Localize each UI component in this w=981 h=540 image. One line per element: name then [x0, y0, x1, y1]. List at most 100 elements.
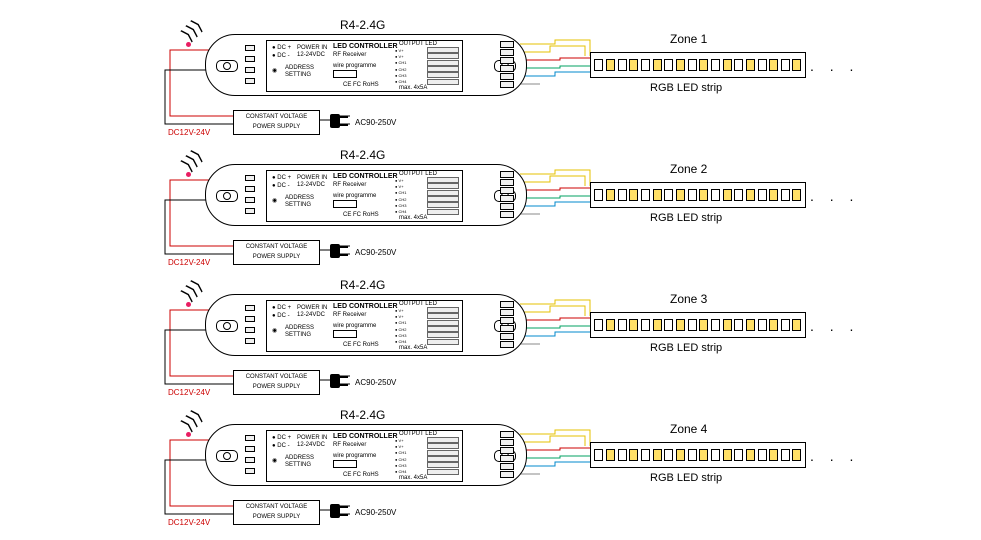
max-label: max. 4x5A	[399, 345, 427, 351]
wifi-icon: ⟩⟩⟩	[178, 146, 208, 176]
led-chip	[606, 449, 615, 461]
led-chip	[641, 59, 650, 71]
wifi-icon: ⟩⟩⟩	[178, 16, 208, 46]
controller-subtitle: RF Receiver	[333, 52, 366, 58]
led-chip	[618, 59, 627, 71]
output-terminals	[500, 170, 520, 218]
wire-prog-label: wire programme	[333, 193, 376, 199]
zone-block-3: ⟩⟩⟩ R4-2.4G ● DC + ● DC - POWER IN 12-24…	[10, 270, 981, 400]
led-chip	[606, 189, 615, 201]
led-chip	[758, 449, 767, 461]
led-chip	[699, 319, 708, 331]
ac-plug-icon	[330, 112, 350, 130]
led-chip	[723, 59, 732, 71]
model-label: R4-2.4G	[340, 278, 385, 292]
mount-hole-icon	[216, 60, 238, 72]
controller-title: LED CONTROLLER	[333, 43, 398, 50]
led-chip	[758, 189, 767, 201]
wifi-icon: ⟩⟩⟩	[178, 276, 208, 306]
led-chip	[769, 189, 778, 201]
address-knob-icon: ◉	[272, 327, 277, 334]
led-chip	[676, 59, 685, 71]
address-knob-icon: ◉	[272, 197, 277, 204]
address-label: ADDRESS	[285, 195, 314, 201]
controller-panel: ● DC + ● DC - POWER IN 12-24VDC ◉ ADDRES…	[266, 40, 463, 92]
address-label: ADDRESS	[285, 325, 314, 331]
power-in-label: POWER IN	[297, 175, 327, 181]
led-chip	[781, 189, 790, 201]
led-chip	[746, 319, 755, 331]
led-chip	[792, 59, 801, 71]
strip-type-label: RGB LED strip	[650, 212, 722, 224]
led-chip	[781, 319, 790, 331]
power-in-label: POWER IN	[297, 305, 327, 311]
led-chip	[653, 189, 662, 201]
setting-label: SETTING	[285, 202, 311, 208]
controller-title: LED CONTROLLER	[333, 303, 398, 310]
led-chip	[618, 449, 627, 461]
zone-block-4: ⟩⟩⟩ R4-2.4G ● DC + ● DC - POWER IN 12-24…	[10, 400, 981, 530]
led-chip	[734, 189, 743, 201]
power-supply: CONSTANT VOLTAGEPOWER SUPPLY	[233, 370, 320, 395]
address-knob-icon: ◉	[272, 67, 277, 74]
dc-minus-label: ● DC -	[272, 183, 290, 189]
led-strip	[590, 52, 806, 78]
input-terminals	[245, 42, 257, 86]
led-chip	[746, 189, 755, 201]
dc-voltage-label: DC12V-24V	[168, 518, 210, 527]
dc-minus-label: ● DC -	[272, 443, 290, 449]
controller-panel: ● DC + ● DC - POWER IN 12-24VDC ◉ ADDRES…	[266, 300, 463, 352]
led-chip	[664, 189, 673, 201]
address-knob-icon: ◉	[272, 457, 277, 464]
led-chip	[629, 449, 638, 461]
ac-voltage-label: AC90-250V	[355, 508, 396, 517]
dip-switch-icon	[333, 70, 357, 78]
strip-type-label: RGB LED strip	[650, 342, 722, 354]
output-indicators: ● V+ ● V+ ● CH1 ● CH2 ● CH3 ● CH4	[395, 47, 407, 85]
led-chip	[653, 59, 662, 71]
ac-voltage-label: AC90-250V	[355, 378, 396, 387]
wire-prog-label: wire programme	[333, 323, 376, 329]
zone-label: Zone 1	[670, 32, 707, 46]
setting-label: SETTING	[285, 332, 311, 338]
led-chip	[676, 189, 685, 201]
led-chip	[711, 449, 720, 461]
max-label: max. 4x5A	[399, 215, 427, 221]
zone-label: Zone 2	[670, 162, 707, 176]
wifi-dot-icon	[186, 432, 191, 437]
led-strip	[590, 312, 806, 338]
led-chip	[676, 449, 685, 461]
terminal-block-icon	[427, 437, 459, 475]
led-chip	[734, 319, 743, 331]
led-chip	[688, 319, 697, 331]
led-strip	[590, 442, 806, 468]
ac-plug-icon	[330, 242, 350, 260]
led-chip	[699, 59, 708, 71]
led-chip	[781, 449, 790, 461]
max-label: max. 4x5A	[399, 85, 427, 91]
mount-hole-icon	[216, 450, 238, 462]
led-chip	[606, 319, 615, 331]
led-chip	[618, 189, 627, 201]
led-strip	[590, 182, 806, 208]
dip-switch-icon	[333, 460, 357, 468]
strip-type-label: RGB LED strip	[650, 472, 722, 484]
controller-subtitle: RF Receiver	[333, 312, 366, 318]
zone-label: Zone 4	[670, 422, 707, 436]
ac-voltage-label: AC90-250V	[355, 248, 396, 257]
led-chip	[688, 449, 697, 461]
power-in-label: POWER IN	[297, 45, 327, 51]
ac-voltage-label: AC90-250V	[355, 118, 396, 127]
continuation-dots: . . .	[810, 188, 859, 204]
led-chip	[653, 449, 662, 461]
power-range-label: 12-24VDC	[297, 442, 325, 448]
output-indicators: ● V+ ● V+ ● CH1 ● CH2 ● CH3 ● CH4	[395, 307, 407, 345]
led-chip	[769, 59, 778, 71]
power-range-label: 12-24VDC	[297, 52, 325, 58]
led-chip	[792, 319, 801, 331]
power-supply: CONSTANT VOLTAGEPOWER SUPPLY	[233, 110, 320, 135]
led-chip	[594, 319, 603, 331]
compliance-label: CE FC RoHS	[343, 82, 379, 88]
led-chip	[606, 59, 615, 71]
led-chip	[711, 319, 720, 331]
